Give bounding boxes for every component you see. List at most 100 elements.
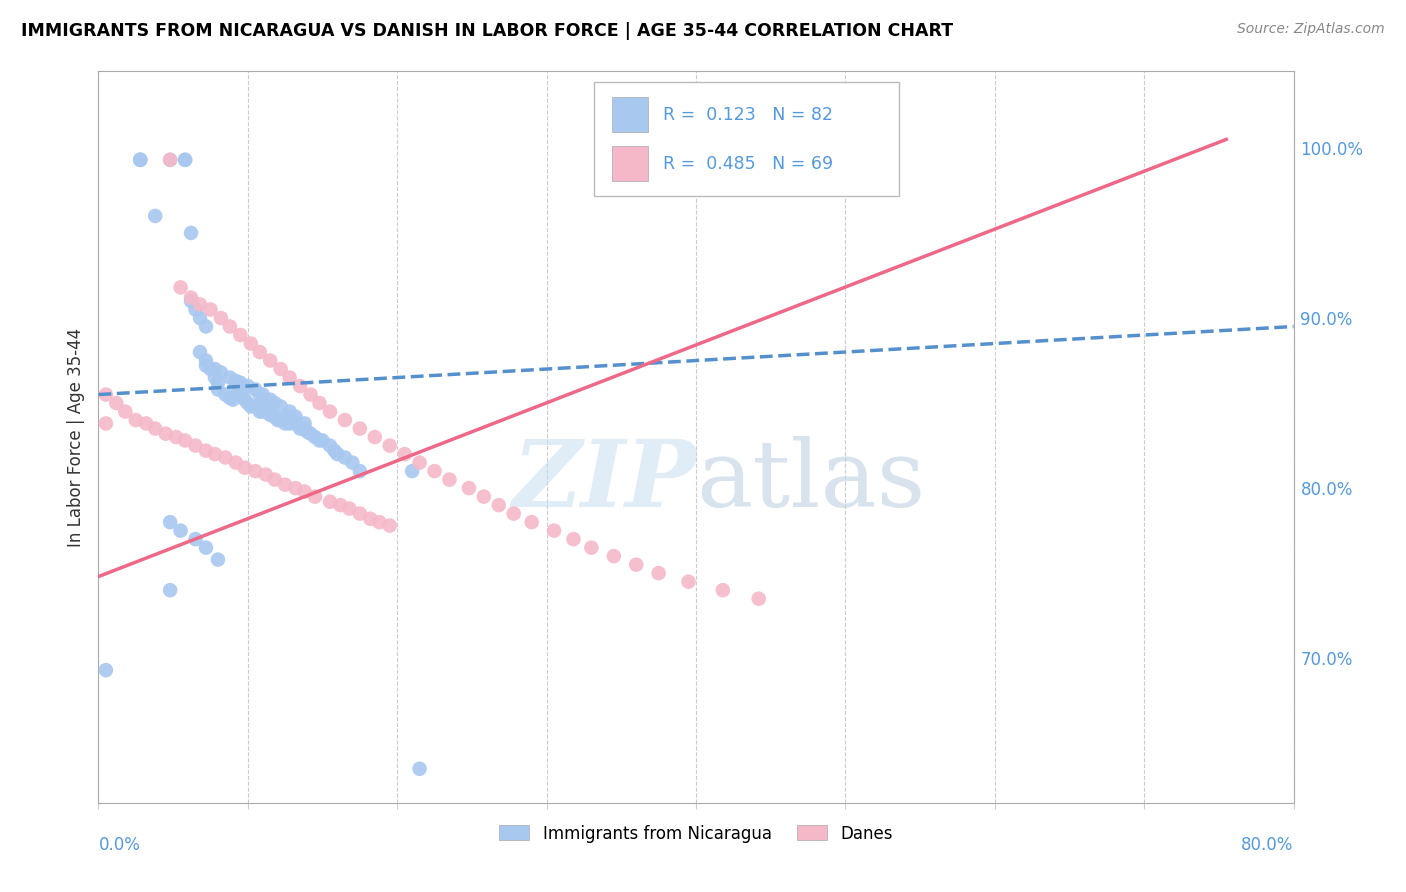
Point xyxy=(603,549,626,563)
Point xyxy=(304,490,326,504)
Point xyxy=(207,383,229,397)
Point xyxy=(229,387,252,401)
Point xyxy=(219,319,242,334)
Point xyxy=(209,366,232,380)
Point xyxy=(378,518,401,533)
Point xyxy=(225,376,247,390)
FancyBboxPatch shape xyxy=(595,82,900,195)
Point xyxy=(281,413,304,427)
Point xyxy=(169,280,191,294)
Point xyxy=(236,379,259,393)
Point xyxy=(159,515,181,529)
Point xyxy=(299,426,322,441)
Point xyxy=(143,209,166,223)
Text: Source: ZipAtlas.com: Source: ZipAtlas.com xyxy=(1237,22,1385,37)
Point xyxy=(259,392,281,407)
Bar xyxy=(613,146,648,181)
Point xyxy=(502,507,524,521)
Point xyxy=(188,345,211,359)
Y-axis label: In Labor Force | Age 35-44: In Labor Force | Age 35-44 xyxy=(66,327,84,547)
Point xyxy=(94,387,117,401)
Point xyxy=(284,417,307,431)
Point xyxy=(188,311,211,326)
Point xyxy=(267,413,290,427)
Point xyxy=(408,762,430,776)
Point xyxy=(626,558,648,572)
Point xyxy=(288,421,311,435)
Point xyxy=(143,421,166,435)
Point xyxy=(135,417,157,431)
Point xyxy=(259,353,281,368)
Point xyxy=(239,336,262,351)
Point xyxy=(254,404,277,418)
Point xyxy=(180,291,202,305)
Point xyxy=(278,417,301,431)
Point xyxy=(349,507,371,521)
Point xyxy=(195,359,218,373)
Point xyxy=(114,404,136,418)
Point xyxy=(195,319,218,334)
Point xyxy=(204,447,226,461)
Text: IMMIGRANTS FROM NICARAGUA VS DANISH IN LABOR FORCE | AGE 35-44 CORRELATION CHART: IMMIGRANTS FROM NICARAGUA VS DANISH IN L… xyxy=(21,22,953,40)
Point xyxy=(159,153,181,167)
Point xyxy=(105,396,128,410)
Point xyxy=(297,425,319,439)
Point xyxy=(263,473,285,487)
Point xyxy=(308,434,330,448)
Point xyxy=(423,464,446,478)
Point xyxy=(229,328,252,343)
Point xyxy=(209,311,232,326)
Point xyxy=(195,353,218,368)
Point xyxy=(184,439,207,453)
Point xyxy=(195,541,218,555)
Point xyxy=(159,153,181,167)
Point xyxy=(278,404,301,418)
Point xyxy=(748,591,770,606)
Point xyxy=(225,456,247,470)
Point xyxy=(458,481,481,495)
Point xyxy=(188,297,211,311)
Point xyxy=(294,421,316,435)
Point xyxy=(543,524,565,538)
Point xyxy=(311,434,333,448)
Point xyxy=(263,409,285,424)
Text: R =  0.485   N = 69: R = 0.485 N = 69 xyxy=(662,154,832,172)
Point xyxy=(200,362,222,376)
Point xyxy=(129,153,152,167)
Point xyxy=(294,417,316,431)
Point xyxy=(236,396,259,410)
Point xyxy=(245,400,267,414)
Point xyxy=(125,413,148,427)
Point xyxy=(207,376,229,390)
Point xyxy=(229,383,252,397)
Point xyxy=(284,409,307,424)
Point xyxy=(259,408,281,422)
Point xyxy=(711,583,734,598)
Text: ZIP: ZIP xyxy=(512,436,696,526)
Point xyxy=(439,473,461,487)
Point xyxy=(254,467,277,482)
Point xyxy=(184,302,207,317)
Point xyxy=(520,515,543,529)
Point xyxy=(349,421,371,435)
Point xyxy=(678,574,700,589)
Point xyxy=(249,387,271,401)
Point xyxy=(394,447,416,461)
Point xyxy=(180,226,202,240)
Point xyxy=(94,417,117,431)
Text: R =  0.123   N = 82: R = 0.123 N = 82 xyxy=(662,105,832,123)
Text: 80.0%: 80.0% xyxy=(1241,836,1294,854)
Point xyxy=(214,450,236,465)
Point xyxy=(378,439,401,453)
Point xyxy=(308,396,330,410)
Point xyxy=(207,552,229,566)
Point xyxy=(319,494,342,508)
Point xyxy=(174,153,197,167)
Point xyxy=(174,153,197,167)
Point xyxy=(249,404,271,418)
Point xyxy=(323,443,346,458)
Point xyxy=(204,370,226,384)
Point xyxy=(333,413,356,427)
Point xyxy=(359,512,381,526)
Point xyxy=(180,293,202,308)
